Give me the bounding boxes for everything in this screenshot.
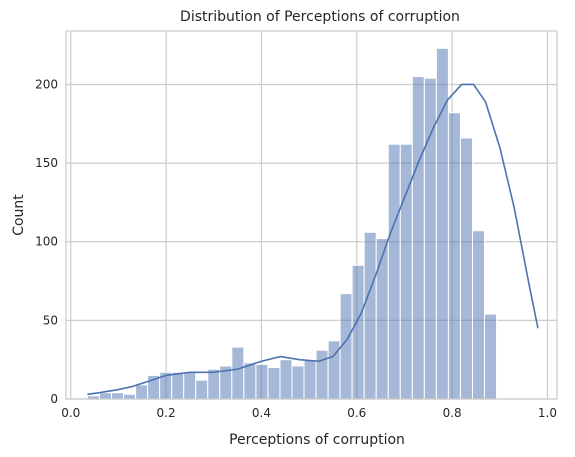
y-tick-labels: 0 50 100 150 200 — [35, 77, 58, 406]
histogram-bar — [315, 349, 329, 400]
y-tick-label: 200 — [35, 77, 58, 91]
plot-frame — [65, 30, 558, 400]
kde-curve-group — [87, 83, 539, 396]
y-tick-label: 150 — [35, 156, 58, 170]
x-axis-label: Perceptions of corruption — [229, 432, 405, 448]
y-tick-label: 100 — [35, 235, 58, 249]
histogram-bar — [255, 363, 269, 400]
kde-line — [87, 83, 539, 396]
histogram-bar — [123, 393, 137, 400]
histogram-bar — [279, 359, 293, 400]
histogram-bar — [171, 371, 185, 400]
x-tick-label: 0.2 — [157, 406, 176, 420]
histogram-bar — [471, 230, 486, 400]
x-tick-labels: 0.0 0.2 0.4 0.6 0.8 1.0 — [61, 406, 557, 420]
histogram-bar — [291, 365, 305, 400]
chart-title: Distribution of Perceptions of corruptio… — [180, 9, 460, 25]
histogram-bar — [195, 379, 209, 400]
histogram-bar — [351, 264, 365, 400]
histogram-bar — [98, 392, 113, 400]
y-tick-label: 50 — [43, 313, 58, 327]
x-tick-label: 0.4 — [252, 406, 271, 420]
histogram-bar — [267, 367, 281, 400]
histogram-bar — [484, 313, 498, 400]
histogram-bar — [111, 392, 125, 400]
histogram-bar — [183, 371, 197, 400]
histogram-bar — [375, 238, 389, 400]
histogram-bar — [207, 368, 221, 400]
y-axis-label: Count — [11, 194, 27, 236]
histogram-bar — [135, 384, 149, 400]
histogram-bar — [447, 112, 461, 400]
histogram-bars — [86, 47, 498, 400]
x-tick-label: 1.0 — [538, 406, 557, 420]
histogram-bar — [411, 76, 425, 400]
histogram-bar — [303, 359, 317, 400]
x-tick-label: 0.6 — [347, 406, 366, 420]
histogram-bar — [231, 346, 245, 400]
histogram-bar — [459, 137, 473, 400]
histogram-bar — [243, 362, 257, 400]
histogram-bar — [387, 143, 401, 400]
y-tick-label: 0 — [50, 392, 58, 406]
x-tick-label: 0.0 — [61, 406, 80, 420]
x-tick-label: 0.8 — [443, 406, 462, 420]
histogram-bar — [363, 231, 377, 400]
